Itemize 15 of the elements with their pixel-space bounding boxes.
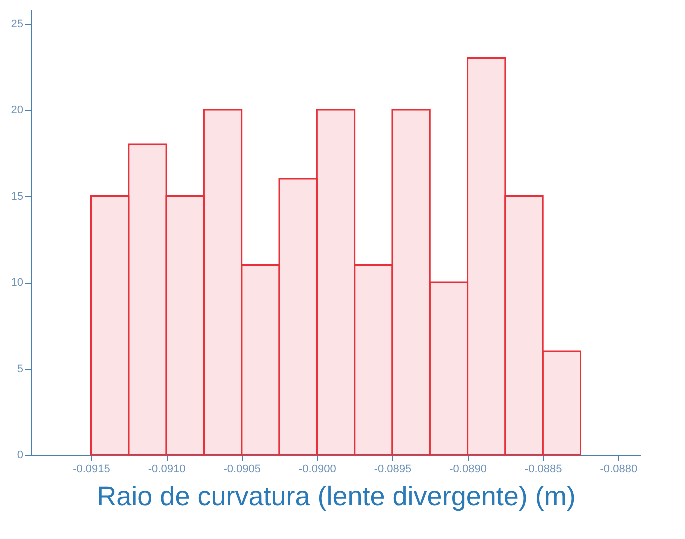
y-tick-label: 5: [17, 363, 24, 376]
x-axis-title: Raio de curvatura (lente divergente) (m): [97, 482, 576, 512]
y-tick-label: 20: [11, 104, 24, 117]
y-tick-label: 0: [17, 450, 24, 462]
x-tick-label: -0.0885: [524, 464, 562, 476]
x-tick-label: -0.0880: [600, 464, 638, 476]
x-tick-label: -0.0895: [374, 464, 412, 476]
x-tick-label: -0.0915: [73, 464, 110, 476]
x-tick-label: -0.0905: [224, 464, 262, 476]
x-tick-label: -0.0910: [148, 464, 186, 476]
x-tick-label: -0.0890: [450, 464, 487, 476]
y-tick-label: 25: [11, 18, 24, 30]
x-tick-label: -0.0900: [299, 464, 336, 476]
y-tick-label: 10: [11, 277, 24, 290]
y-tick-label: 15: [11, 190, 24, 203]
